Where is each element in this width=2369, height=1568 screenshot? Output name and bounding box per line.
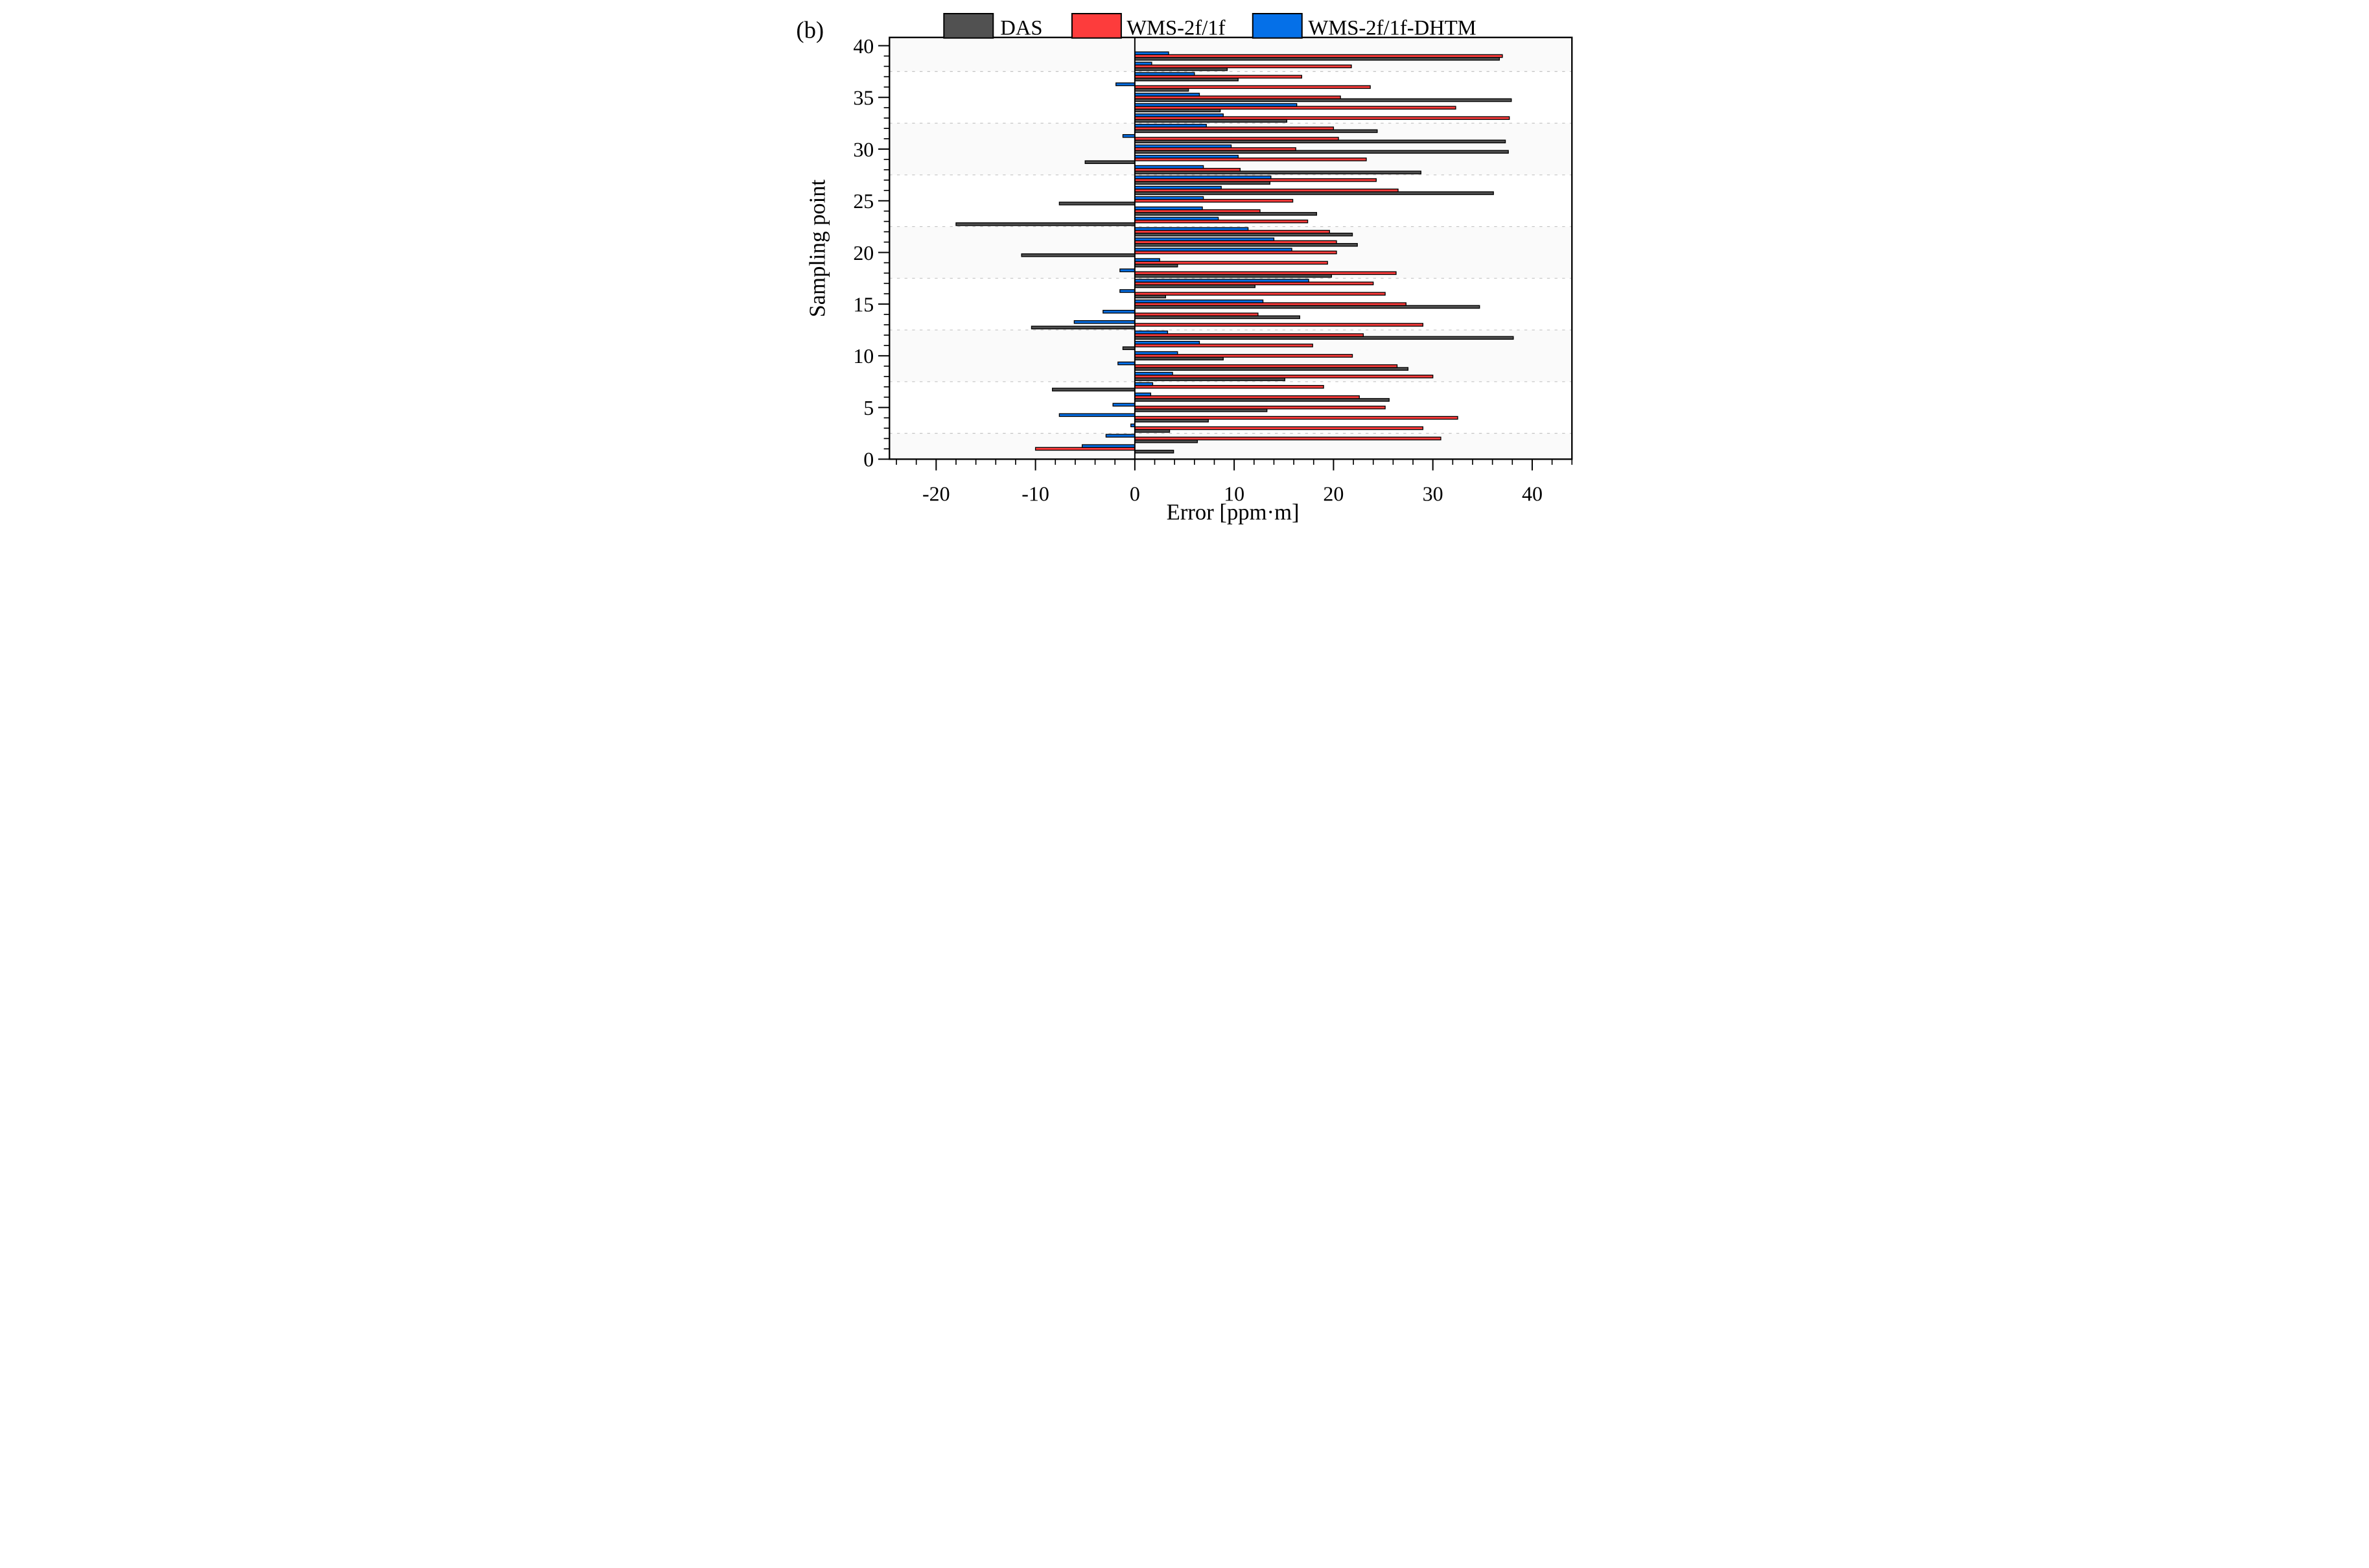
y-tick-label: 5 bbox=[863, 397, 874, 419]
bar-wms-2f-1f-dhtm-13 bbox=[1073, 320, 1136, 324]
bar-wms-2f-1f-dhtm-11 bbox=[1134, 340, 1200, 345]
bar-das-29 bbox=[1084, 160, 1136, 164]
legend-swatch-wms-2f-1f-dhtm bbox=[1252, 12, 1303, 39]
bar-wms-2f-1f-7 bbox=[1134, 384, 1324, 389]
plot-area: -20 -10 0 10 20 30 40 0 5 10 15 20 25 30 35 40 bbox=[853, 35, 1572, 506]
bar-wms-2f-1f-31 bbox=[1134, 137, 1339, 141]
legend: DAS WMS-2f/1f WMS-2f/1f-DHTM bbox=[942, 12, 1476, 40]
bar-wms-2f-1f-12 bbox=[1134, 333, 1364, 337]
bar-wms-2f-1f-dhtm-4 bbox=[1058, 413, 1136, 417]
bar-wms-2f-1f-dhtm-7 bbox=[1134, 382, 1153, 386]
bar-wms-2f-1f-dhtm-2 bbox=[1105, 434, 1136, 438]
bar-wms-2f-1f-dhtm-25 bbox=[1134, 196, 1204, 200]
bar-wms-2f-1f-dhtm-24 bbox=[1134, 206, 1203, 211]
bar-wms-2f-1f-dhtm-35 bbox=[1134, 93, 1200, 97]
y-tick-label: 15 bbox=[853, 294, 874, 316]
bar-wms-2f-1f-6 bbox=[1134, 395, 1360, 399]
bar-das-25 bbox=[1058, 202, 1136, 205]
plot-frame bbox=[888, 36, 1572, 460]
x-tick-label: 30 bbox=[1422, 483, 1443, 506]
bar-wms-2f-1f-dhtm-15 bbox=[1134, 299, 1263, 303]
x-tick-label: -10 bbox=[1021, 483, 1049, 506]
bar-das-1 bbox=[1134, 449, 1174, 454]
bar-wms-2f-1f-dhtm-37 bbox=[1134, 72, 1195, 76]
bar-wms-2f-1f-dhtm-36 bbox=[1115, 82, 1136, 86]
bar-wms-2f-1f-dhtm-10 bbox=[1134, 351, 1178, 355]
bar-wms-2f-1f-dhtm-9 bbox=[1117, 361, 1136, 366]
bar-wms-2f-1f-dhtm-21 bbox=[1134, 237, 1274, 242]
legend-swatch-wms-2f-1f bbox=[1071, 12, 1122, 39]
bar-wms-2f-1f-dhtm-34 bbox=[1134, 103, 1297, 107]
bar-wms-2f-1f-dhtm-16 bbox=[1119, 289, 1136, 293]
figure-panel-label: (b) bbox=[796, 17, 824, 43]
x-tick-label: 20 bbox=[1323, 483, 1344, 506]
bar-wms-2f-1f-dhtm-20 bbox=[1134, 248, 1292, 252]
bar-wms-2f-1f-2 bbox=[1134, 436, 1441, 441]
bar-wms-2f-1f-9 bbox=[1134, 364, 1397, 368]
bar-wms-2f-1f-dhtm-23 bbox=[1134, 216, 1219, 221]
bar-wms-2f-1f-dhtm-17 bbox=[1134, 279, 1309, 283]
bar-wms-2f-1f-19 bbox=[1134, 261, 1328, 265]
bar-wms-2f-1f-dhtm-30 bbox=[1134, 144, 1231, 148]
y-tick-label: 40 bbox=[853, 35, 874, 58]
y-tick-label: 10 bbox=[853, 345, 874, 368]
x-tick-label: 0 bbox=[1129, 483, 1139, 506]
bar-wms-2f-1f-dhtm-39 bbox=[1134, 51, 1169, 55]
bar-wms-2f-1f-dhtm-14 bbox=[1102, 310, 1136, 314]
y-tick-label: 25 bbox=[853, 190, 874, 213]
bar-wms-2f-1f-5 bbox=[1134, 405, 1386, 410]
legend-label-das: DAS bbox=[1000, 17, 1042, 40]
bar-wms-2f-1f-dhtm-18 bbox=[1119, 268, 1136, 272]
x-tick-label: 10 bbox=[1224, 483, 1244, 506]
legend-swatch-das bbox=[942, 12, 994, 39]
bar-das-7 bbox=[1051, 388, 1136, 392]
legend-label-wms-2f-1f: WMS-2f/1f bbox=[1126, 17, 1225, 40]
y-tick-label: 30 bbox=[853, 138, 874, 161]
bar-das-11 bbox=[1122, 346, 1136, 351]
bar-wms-2f-1f-8 bbox=[1134, 375, 1433, 379]
bar-wms-2f-1f-18 bbox=[1134, 271, 1397, 275]
bar-wms-2f-1f-dhtm-12 bbox=[1134, 330, 1168, 334]
bar-wms-2f-1f-dhtm-19 bbox=[1134, 258, 1160, 262]
bar-wms-2f-1f-39 bbox=[1134, 54, 1503, 58]
bar-wms-2f-1f-38 bbox=[1134, 64, 1352, 69]
bar-das-20 bbox=[1020, 253, 1136, 257]
bar-wms-2f-1f-dhtm-38 bbox=[1134, 62, 1152, 65]
bar-wms-2f-1f-dhtm-6 bbox=[1134, 392, 1151, 397]
y-tick-label: 0 bbox=[863, 449, 874, 471]
bar-wms-2f-1f-dhtm-33 bbox=[1134, 113, 1224, 117]
bar-wms-2f-1f-16 bbox=[1134, 292, 1386, 296]
bar-wms-2f-1f-36 bbox=[1134, 85, 1371, 89]
bar-wms-2f-1f-4 bbox=[1134, 415, 1458, 420]
bar-chart-figure: -20 -10 0 10 20 30 40 0 5 10 15 20 25 30 35 40 (b) DAS … bbox=[789, 5, 1580, 528]
y-tick-label: 20 bbox=[853, 242, 874, 264]
bar-wms-2f-1f-dhtm-5 bbox=[1112, 403, 1136, 407]
bar-wms-2f-1f-dhtm-31 bbox=[1122, 134, 1136, 138]
x-axis-title: Error [ppm·m] bbox=[1166, 500, 1299, 525]
y-axis-title: Sampling point bbox=[805, 179, 830, 317]
bar-wms-2f-1f-dhtm-22 bbox=[1134, 227, 1248, 231]
x-tick-label: 40 bbox=[1521, 483, 1542, 506]
bar-das-13 bbox=[1031, 325, 1136, 330]
x-tick-label: -20 bbox=[922, 483, 950, 506]
bar-wms-2f-1f-14 bbox=[1134, 312, 1259, 316]
bar-wms-2f-1f-dhtm-26 bbox=[1134, 185, 1222, 190]
y-tick-label: 35 bbox=[853, 87, 874, 110]
bar-wms-2f-1f-dhtm-32 bbox=[1134, 124, 1207, 128]
bar-wms-2f-1f-13 bbox=[1134, 323, 1423, 327]
bar-wms-2f-1f-dhtm-29 bbox=[1134, 154, 1239, 159]
bar-wms-2f-1f-dhtm-1 bbox=[1081, 444, 1136, 448]
bar-wms-2f-1f-dhtm-27 bbox=[1134, 175, 1272, 180]
bar-wms-2f-1f-3 bbox=[1134, 426, 1423, 430]
legend-label-wms-2f-1f-dhtm: WMS-2f/1f-DHTM bbox=[1308, 17, 1476, 40]
bar-wms-2f-1f-dhtm-8 bbox=[1134, 371, 1173, 376]
bar-das-23 bbox=[955, 222, 1136, 226]
bar-chart: -20 -10 0 10 20 30 40 0 5 10 15 20 25 30 35 40 (b) DAS … bbox=[796, 12, 1572, 525]
bar-wms-2f-1f-dhtm-28 bbox=[1134, 165, 1204, 169]
